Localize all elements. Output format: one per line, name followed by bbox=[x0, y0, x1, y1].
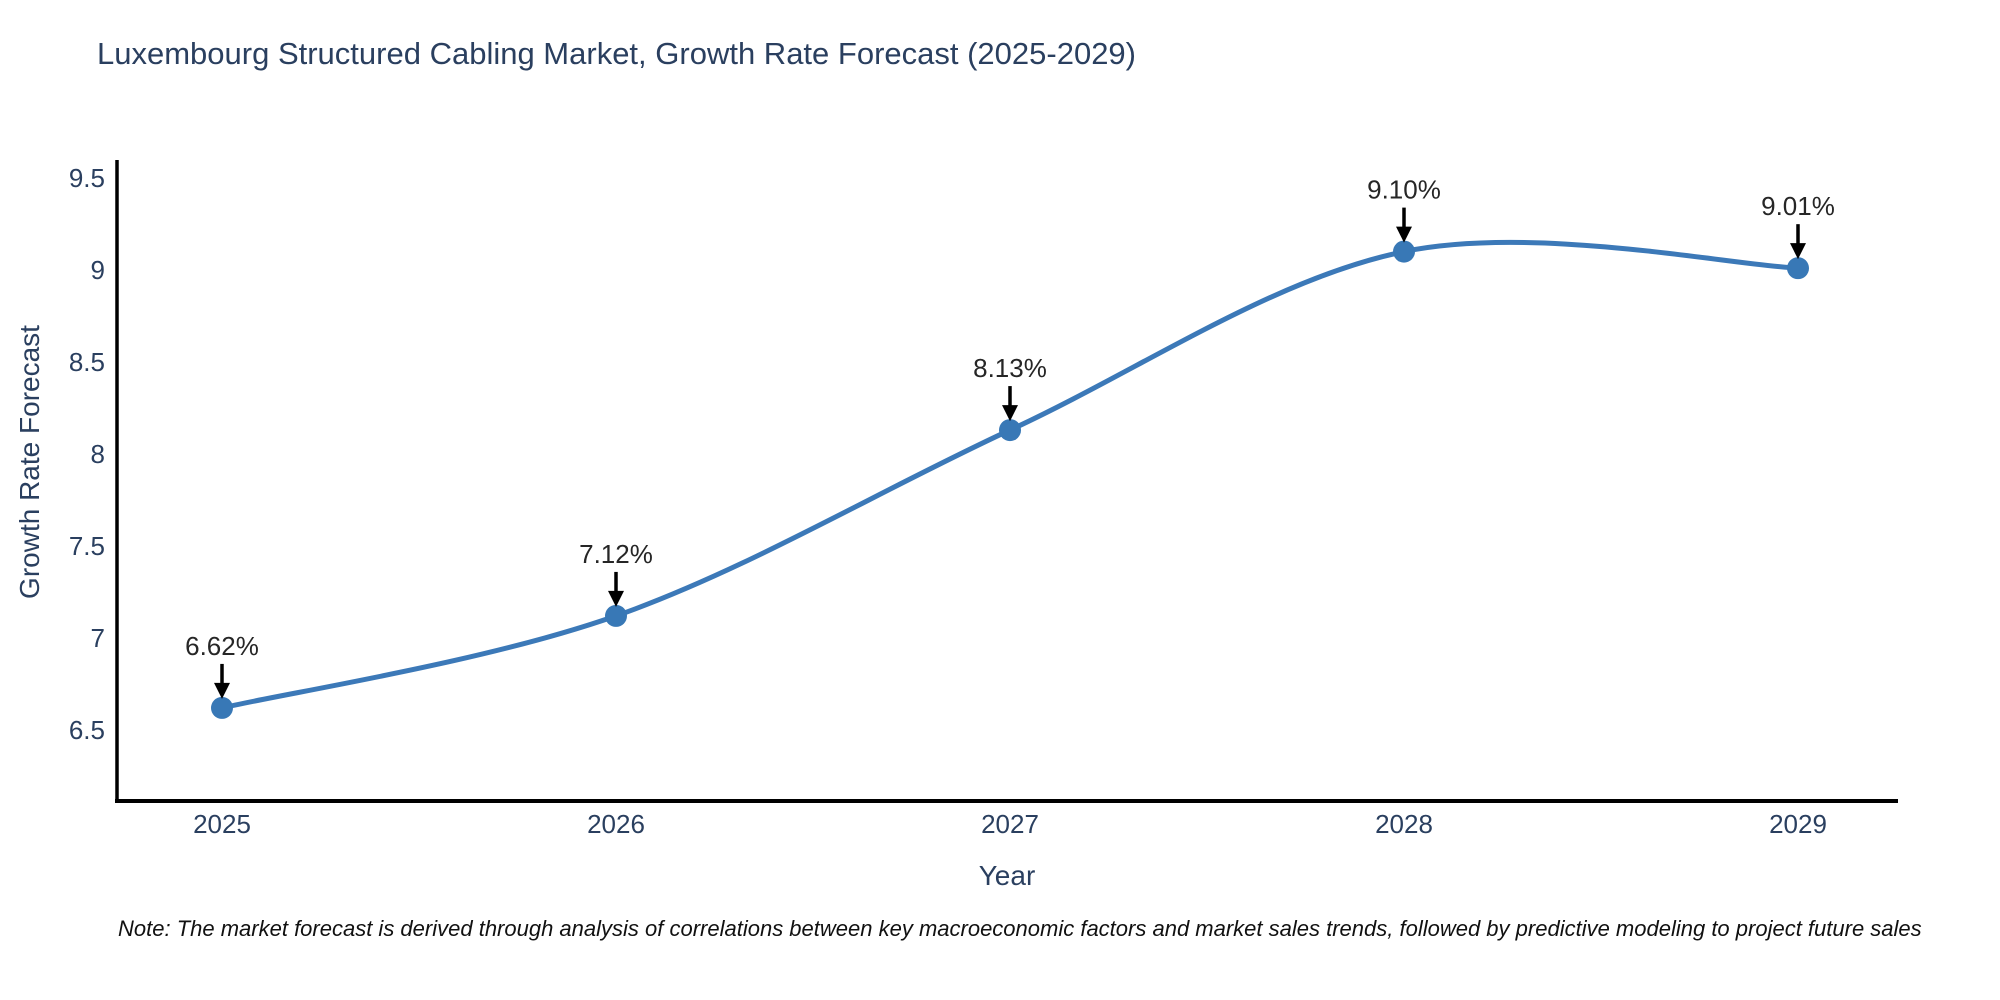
x-tick-label: 2027 bbox=[981, 809, 1039, 839]
annotation-label: 9.10% bbox=[1367, 175, 1441, 205]
data-point[interactable] bbox=[1787, 257, 1809, 280]
data-point[interactable] bbox=[605, 604, 627, 627]
annotation-label: 6.62% bbox=[185, 631, 259, 661]
y-tick-label: 9.5 bbox=[69, 163, 105, 193]
data-point[interactable] bbox=[999, 419, 1021, 442]
chart-note: Note: The market forecast is derived thr… bbox=[118, 916, 1922, 941]
forecast-line bbox=[221, 239, 1799, 711]
y-tick-label: 6.5 bbox=[69, 715, 105, 745]
annotation-label: 9.01% bbox=[1761, 191, 1835, 221]
data-point[interactable] bbox=[211, 696, 233, 719]
annotation-arrowhead bbox=[1396, 226, 1412, 243]
x-tick-label: 2029 bbox=[1769, 809, 1827, 839]
y-tick-label: 7 bbox=[91, 623, 105, 653]
y-tick-label: 7.5 bbox=[69, 531, 105, 561]
annotation-label: 7.12% bbox=[579, 539, 653, 569]
y-tick-label: 8 bbox=[91, 439, 105, 469]
y-tick-label: 8.5 bbox=[69, 347, 105, 377]
y-axis-title: Growth Rate Forecast bbox=[14, 325, 45, 599]
x-tick-label: 2028 bbox=[1375, 809, 1433, 839]
annotation-arrowhead bbox=[214, 682, 230, 699]
annotation-arrowhead bbox=[1790, 243, 1806, 260]
annotation-label: 8.13% bbox=[973, 353, 1047, 383]
chart-title: Luxembourg Structured Cabling Market, Gr… bbox=[97, 36, 1136, 71]
x-tick-label: 2026 bbox=[587, 809, 645, 839]
annotation-arrowhead bbox=[608, 590, 624, 607]
x-tick-label: 2025 bbox=[193, 809, 251, 839]
y-tick-label: 9 bbox=[91, 255, 105, 285]
annotation-arrowhead bbox=[1002, 405, 1018, 422]
x-axis-title: Year bbox=[978, 860, 1036, 891]
data-point[interactable] bbox=[1393, 240, 1415, 263]
